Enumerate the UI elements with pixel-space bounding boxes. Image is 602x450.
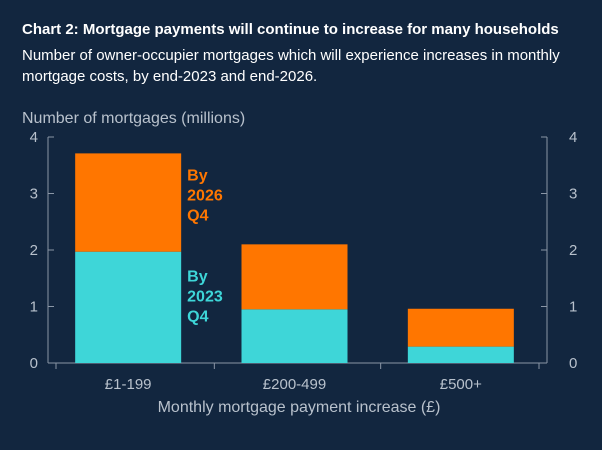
x-tick-label: £500+ <box>440 376 482 393</box>
y-tick-label-left: 0 <box>30 355 38 372</box>
series-label: Q4 <box>187 308 208 325</box>
chart-subtitle: Number of owner-occupier mortgages which… <box>22 47 560 85</box>
y-tick-label-right: 3 <box>569 186 577 203</box>
series-label: 2026 <box>187 188 223 205</box>
y-tick-label-right: 4 <box>569 129 577 146</box>
series-label: By <box>187 268 208 285</box>
y-tick-label-left: 4 <box>30 129 38 146</box>
chart-header: Chart 2: Mortgage payments will continue… <box>22 20 592 87</box>
y-axis-label: Number of mortgages (millions) <box>22 110 245 127</box>
y-tick-label-left: 1 <box>30 299 38 316</box>
y-tick-label-left: 2 <box>30 242 38 259</box>
bar-segment <box>407 346 514 363</box>
y-tick-label-right: 1 <box>569 299 577 316</box>
series-label: By <box>187 168 208 185</box>
bar-segment <box>407 308 514 347</box>
y-tick-label-left: 3 <box>30 186 38 203</box>
chart-title: Chart 2: Mortgage payments will continue… <box>22 21 559 38</box>
x-axis-label: Monthly mortgage payment increase (£) <box>158 399 441 416</box>
x-tick-label: £200-499 <box>263 376 326 393</box>
x-tick-label: £1-199 <box>105 376 152 393</box>
bar-segment <box>241 244 348 310</box>
bar-segment <box>75 153 182 252</box>
bar-segment <box>241 309 348 363</box>
series-label: Q4 <box>187 208 208 225</box>
y-tick-label-right: 2 <box>569 242 577 259</box>
y-tick-label-right: 0 <box>569 355 577 372</box>
bar-segment <box>75 251 182 363</box>
series-label: 2023 <box>187 288 223 305</box>
